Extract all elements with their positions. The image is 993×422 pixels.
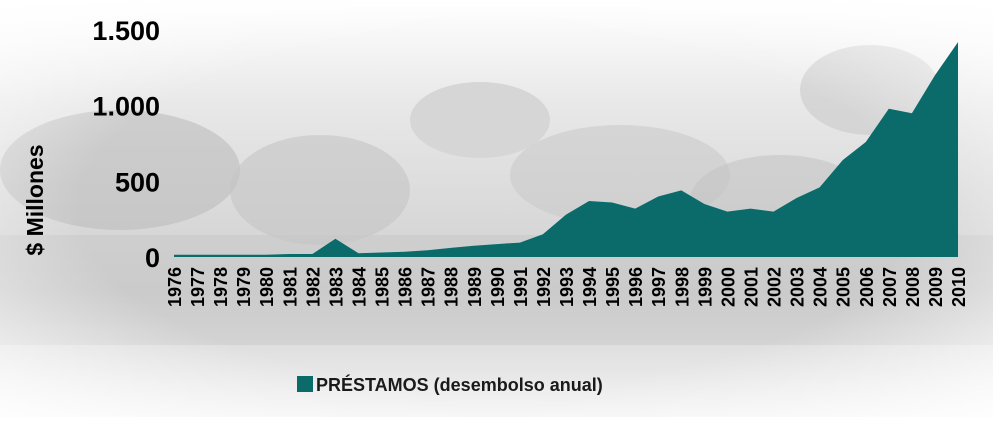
y-tick-label: 500 [115, 167, 160, 197]
y-axis-label: $ Millones [22, 144, 48, 255]
x-tick-label: 1989 [465, 267, 485, 307]
x-tick-label: 1984 [350, 267, 370, 307]
x-tick-label: 2004 [811, 267, 831, 307]
y-tick-label: 0 [145, 243, 160, 273]
x-tick-label: 2010 [949, 267, 969, 307]
x-tick-label: 1997 [649, 267, 669, 307]
x-tick-label: 2007 [880, 267, 900, 307]
x-tick-label: 2003 [788, 267, 808, 307]
x-tick-label: 1995 [603, 267, 623, 307]
x-tick-label: 2002 [765, 267, 785, 307]
legend: PRÉSTAMOS (desembolso anual) [297, 374, 603, 395]
x-tick-label: 1979 [234, 267, 254, 307]
series-area-prestamos [174, 42, 958, 257]
x-tick-label: 1977 [188, 267, 208, 307]
plot-area [174, 42, 958, 257]
x-tick-label: 1980 [257, 267, 277, 307]
x-tick-label: 1994 [580, 267, 600, 307]
x-tick-label: 1998 [672, 267, 692, 307]
x-tick-label: 1976 [165, 267, 185, 307]
x-tick-label: 1991 [511, 267, 531, 307]
x-tick-label: 1982 [303, 267, 323, 307]
x-tick-label: 1985 [373, 267, 393, 307]
x-tick-label: 2000 [718, 267, 738, 307]
y-tick-label: 1.500 [92, 16, 160, 46]
x-tick-label: 1978 [211, 267, 231, 307]
x-tick-label: 1996 [626, 267, 646, 307]
x-tick-label: 1999 [695, 267, 715, 307]
x-axis: 1976 1977 1978 1979 1980 1981 1982 1983 1984 1985… [165, 267, 969, 307]
x-tick-label: 1986 [396, 267, 416, 307]
x-tick-label: 2008 [903, 267, 923, 307]
y-tick-label: 1.000 [92, 92, 160, 122]
x-tick-label: 1993 [557, 267, 577, 307]
x-tick-label: 2005 [834, 267, 854, 307]
legend-label: PRÉSTAMOS (desembolso anual) [316, 374, 603, 395]
x-tick-label: 1992 [534, 267, 554, 307]
legend-swatch [297, 376, 313, 392]
x-tick-label: 1983 [326, 267, 346, 307]
x-tick-label: 2009 [926, 267, 946, 307]
x-tick-label: 2001 [742, 267, 762, 307]
x-tick-label: 2006 [857, 267, 877, 307]
x-tick-label: 1987 [419, 267, 439, 307]
x-tick-label: 1990 [488, 267, 508, 307]
y-axis: 0 500 1.000 1.500 [92, 16, 160, 273]
x-tick-label: 1981 [280, 267, 300, 307]
x-tick-label: 1988 [442, 267, 462, 307]
